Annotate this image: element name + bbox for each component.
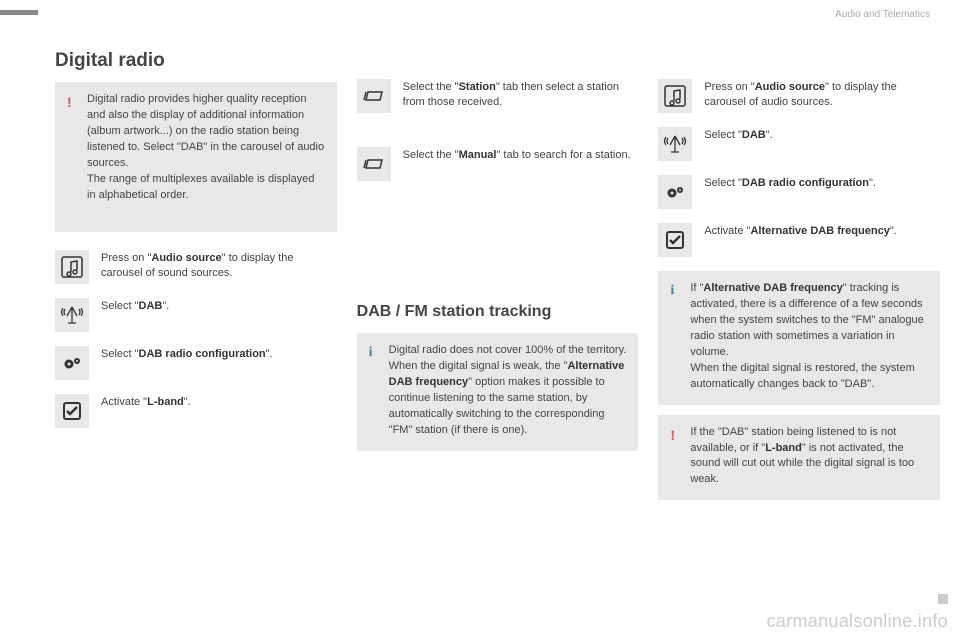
step-text: Activate "L-band". (101, 394, 191, 428)
intro-infobox: ! Digital radio provides higher quality … (55, 82, 337, 232)
info-text: If "Alternative DAB frequency" tracking … (690, 281, 928, 393)
intro-text: Digital radio provides higher quality re… (87, 92, 325, 204)
tracking-infobox: i Digital radio does not cover 100% of t… (357, 333, 639, 451)
antenna-icon (658, 127, 692, 161)
gears-icon (658, 175, 692, 209)
step-text: Select "DAB radio configuration". (704, 175, 876, 209)
step-text: Activate "Alternative DAB frequency". (704, 223, 896, 257)
warn-text: If the "DAB" station being listened to i… (690, 425, 928, 489)
step-text: Press on "Audio source" to display the c… (101, 250, 337, 284)
gears-icon (55, 346, 89, 380)
info-icon: i (369, 343, 379, 439)
step-alt-freq: Activate "Alternative DAB frequency". (658, 223, 940, 257)
step-audio-source-2: Press on "Audio source" to display the c… (658, 79, 940, 113)
info-icon: i (670, 281, 680, 393)
breadcrumb: Audio and Telematics (835, 9, 930, 20)
step-station-tab: Select the "Station" tab then select a s… (357, 79, 639, 113)
page-content: Digital radio ! Digital radio provides h… (55, 50, 940, 518)
watermark: carmanualsonline.info (767, 611, 948, 632)
top-accent-bar (0, 10, 38, 15)
column-1: Digital radio ! Digital radio provides h… (55, 50, 337, 518)
step-manual-tab: Select the "Manual" tab to search for a … (357, 147, 639, 181)
step-audio-source: Press on "Audio source" to display the c… (55, 250, 337, 284)
antenna-icon (55, 298, 89, 332)
step-select-dab: Select "DAB". (55, 298, 337, 332)
info-text: Digital radio does not cover 100% of the… (389, 343, 627, 439)
step-dab-2: Select "DAB". (658, 127, 940, 161)
music-note-icon (55, 250, 89, 284)
section-title-tracking: DAB / FM station tracking (357, 303, 639, 321)
lband-warnbox: ! If the "DAB" station being listened to… (658, 415, 940, 501)
parallelogram-icon (357, 79, 391, 113)
step-lband: Activate "L-band". (55, 394, 337, 428)
corner-square (938, 594, 948, 604)
music-note-icon (658, 79, 692, 113)
alt-freq-infobox: i If "Alternative DAB frequency" trackin… (658, 271, 940, 405)
step-text: Select the "Station" tab then select a s… (403, 79, 639, 113)
step-text: Select "DAB". (704, 127, 772, 161)
step-text: Select "DAB radio configuration". (101, 346, 273, 380)
column-2: Select the "Station" tab then select a s… (357, 50, 639, 518)
warning-icon: ! (67, 92, 77, 204)
checkbox-icon (55, 394, 89, 428)
page-title: Digital radio (55, 50, 337, 72)
step-text: Select "DAB". (101, 298, 169, 332)
column-3: Press on "Audio source" to display the c… (658, 50, 940, 518)
checkbox-icon (658, 223, 692, 257)
step-dab-config: Select "DAB radio configuration". (55, 346, 337, 380)
step-text: Press on "Audio source" to display the c… (704, 79, 940, 113)
step-dab-config-2: Select "DAB radio configuration". (658, 175, 940, 209)
parallelogram-icon (357, 147, 391, 181)
step-text: Select the "Manual" tab to search for a … (403, 147, 631, 181)
warning-icon: ! (670, 425, 680, 489)
